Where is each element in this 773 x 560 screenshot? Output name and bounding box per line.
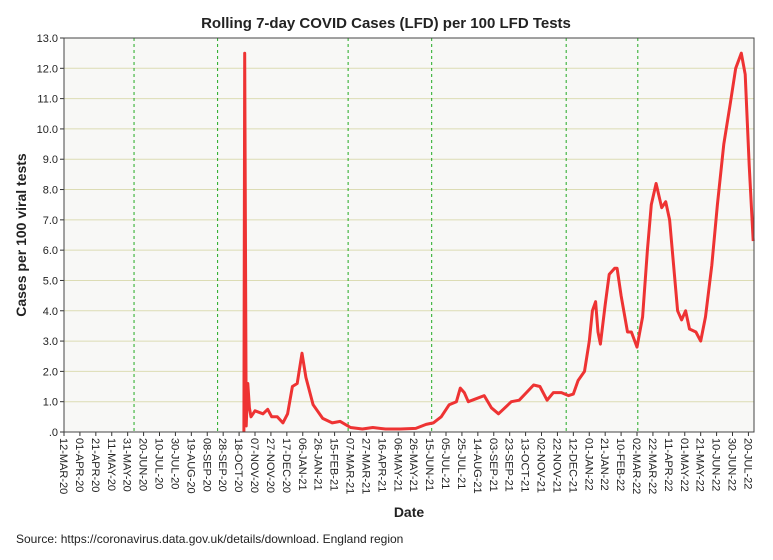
x-tick-label: 10-FEB-22 [614, 438, 626, 491]
plot-area [64, 38, 754, 432]
y-tick-label: 2.0 [43, 366, 58, 378]
y-tick-label: 1.0 [43, 397, 58, 409]
x-tick-label: 10-JUL-20 [153, 438, 165, 489]
x-tick-label: 20-JUN-20 [137, 438, 149, 491]
x-tick-label: 31-MAY-20 [121, 438, 133, 492]
y-tick-label: 11.0 [37, 94, 58, 106]
x-tick-label: 28-SEP-20 [216, 438, 228, 492]
x-tick-label: 07-MAR-21 [344, 438, 356, 494]
x-tick-label: 11-MAY-20 [105, 438, 117, 491]
x-tick-label: 05-JUL-21 [439, 438, 451, 489]
y-tick-label: 4.0 [43, 306, 58, 318]
x-tick-label: 21-MAY-22 [694, 438, 706, 492]
y-tick-label: 7.0 [43, 215, 58, 227]
y-tick-label: 5.0 [43, 275, 58, 287]
x-tick-label: 18-OCT-20 [232, 438, 244, 492]
x-axis-label: Date [394, 504, 425, 520]
x-tick-label: 21-JAN-22 [598, 438, 610, 491]
x-tick-label: 02-MAR-22 [630, 438, 642, 494]
x-tick-label: 15-FEB-21 [328, 438, 340, 491]
y-tick-label: 10.0 [37, 124, 58, 136]
x-tick-label: 12-MAR-20 [57, 438, 69, 494]
x-tick-label: 06-JAN-21 [296, 438, 308, 491]
x-tick-label: 11-APR-22 [662, 438, 674, 492]
x-tick-label: 22-NOV-21 [550, 438, 562, 493]
x-tick-label: 01-MAY-22 [678, 438, 690, 492]
x-tick-label: 30-JUL-20 [168, 438, 180, 489]
x-tick-label: 30-JUN-22 [726, 438, 738, 491]
x-tick-label: 03-SEP-21 [487, 438, 499, 492]
x-tick-label: 01-APR-20 [73, 438, 85, 492]
x-tick-label: 23-SEP-21 [503, 438, 515, 492]
x-tick-label: 16-APR-21 [375, 438, 387, 492]
y-tick-label: 6.0 [43, 245, 58, 257]
x-tick-label: 14-AUG-21 [471, 438, 483, 494]
x-tick-label: 27-MAR-21 [359, 438, 371, 494]
x-tick-label: 13-OCT-21 [519, 438, 531, 492]
y-tick-label: 3.0 [43, 336, 58, 348]
x-tick-label: 25-JUL-21 [455, 438, 467, 489]
x-tick-label: 21-APR-20 [89, 438, 101, 492]
x-tick-label: 20-JUL-22 [741, 438, 753, 489]
y-axis-label: Cases per 100 viral tests [13, 153, 29, 317]
y-tick-label: 9.0 [43, 154, 58, 166]
y-tick-label: 8.0 [43, 185, 58, 197]
x-tick-label: 15-JUN-21 [423, 438, 435, 491]
x-tick-label: 01-JAN-22 [582, 438, 594, 491]
x-tick-label: 27-NOV-20 [264, 438, 276, 493]
x-tick-label: 06-MAY-21 [391, 438, 403, 492]
data-line [242, 51, 755, 433]
x-tick-label: 12-DEC-21 [566, 438, 578, 493]
y-tick-label: 12.0 [37, 63, 58, 75]
x-tick-label: 26-MAY-21 [407, 438, 419, 492]
x-tick-label: 08-SEP-20 [200, 438, 212, 492]
chart-title: Rolling 7-day COVID Cases (LFD) per 100 … [201, 15, 571, 32]
plot-border [63, 37, 755, 433]
x-tick-label: 10-JUN-22 [710, 438, 722, 491]
x-tick-label: 22-MAR-22 [646, 438, 658, 494]
source-note: Source: https://coronavirus.data.gov.uk/… [16, 532, 403, 546]
y-tick-label: 13.0 [37, 33, 58, 45]
x-tick-label: 07-NOV-20 [248, 438, 260, 493]
x-tick-label: 19-AUG-20 [184, 438, 196, 494]
x-tick-label: 17-DEC-20 [280, 438, 292, 493]
x-tick-label: 02-NOV-21 [535, 438, 547, 493]
x-tick-label: 26-JAN-21 [312, 438, 324, 491]
y-tick-label: .0 [49, 427, 58, 439]
